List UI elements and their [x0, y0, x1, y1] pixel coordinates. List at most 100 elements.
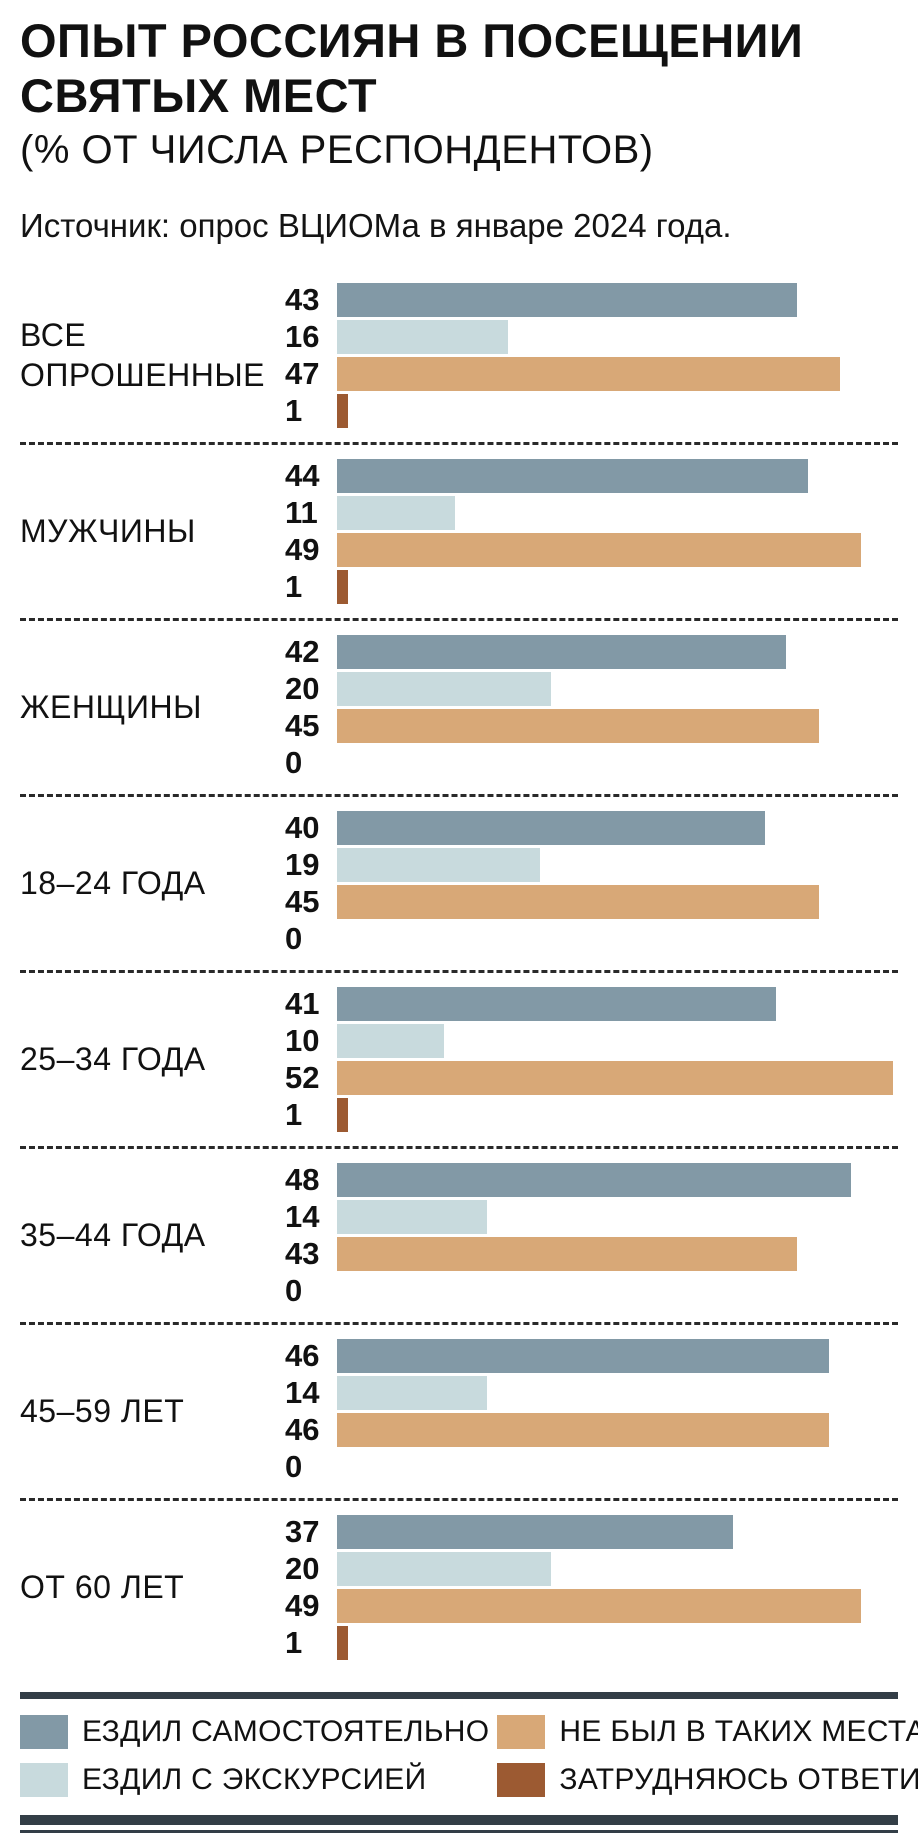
bar-row: 37 — [285, 1513, 898, 1550]
legend-swatch — [20, 1763, 68, 1798]
category-group: 25–34 ГОДА 41 10 52 1 — [20, 970, 898, 1146]
bar-row: 1 — [285, 1624, 898, 1661]
bar — [337, 1375, 487, 1410]
value-label: 11 — [285, 494, 318, 530]
bar — [337, 1338, 830, 1373]
bar — [337, 1514, 733, 1549]
value-label: 46 — [285, 1337, 320, 1373]
bars-block: 40 19 45 0 — [285, 809, 898, 957]
bar — [337, 495, 455, 530]
bars-block: 46 14 46 0 — [285, 1337, 898, 1485]
bar — [337, 708, 819, 743]
bar — [337, 393, 348, 428]
bar — [337, 1199, 487, 1234]
category-label: ЖЕНЩИНЫ — [20, 689, 202, 726]
category-label: 45–59 ЛЕТ — [20, 1393, 185, 1430]
bars-block: 42 20 45 0 — [285, 633, 898, 781]
bar — [337, 319, 509, 354]
value-label: 49 — [285, 531, 320, 567]
bar-row: 40 — [285, 809, 898, 846]
value-label: 1 — [285, 392, 303, 428]
value-label: 46 — [285, 1411, 320, 1447]
bars-block: 44 11 49 1 — [285, 457, 898, 605]
chart-subtitle: (% ОТ ЧИСЛА РЕСПОНДЕНТОВ) — [20, 128, 654, 173]
legend: ЕЗДИЛ САМОСТОЯТЕЛЬНО НЕ БЫЛ В ТАКИХ МЕСТА… — [20, 1692, 918, 1834]
category-group: 45–59 ЛЕТ 46 14 46 0 — [20, 1322, 898, 1498]
category-group: 18–24 ГОДА 40 19 45 0 — [20, 794, 898, 970]
bar-row: 45 — [285, 707, 898, 744]
bars-block: 48 14 43 0 — [285, 1161, 898, 1309]
category-label: ВСЕ ОПРОШЕННЫЕ — [20, 317, 265, 394]
value-label: 20 — [285, 670, 320, 706]
chart-title: ОПЫТ РОССИЯН В ПОСЕЩЕНИИ СВЯТЫХ МЕСТ — [20, 14, 898, 123]
bar — [337, 634, 787, 669]
value-label: 42 — [285, 633, 320, 669]
value-label: 0 — [285, 920, 303, 956]
value-label: 0 — [285, 744, 303, 780]
value-label: 14 — [285, 1374, 320, 1410]
bar-chart: ВСЕ ОПРОШЕННЫЕ 43 16 47 1 МУЖЧИНЫ 44 11 49 1 ЖЕНЩИ… — [20, 269, 898, 1674]
bar — [337, 671, 551, 706]
bar-row: 1 — [285, 568, 898, 605]
bar — [337, 847, 541, 882]
bar-row: 10 — [285, 1022, 898, 1059]
value-label: 43 — [285, 281, 320, 317]
legend-swatch — [497, 1763, 546, 1798]
bar-row: 45 — [285, 883, 898, 920]
bar-row: 41 — [285, 985, 898, 1022]
bar — [337, 1023, 444, 1058]
bar — [337, 1097, 348, 1132]
value-label: 41 — [285, 985, 320, 1021]
legend-item: НЕ БЫЛ В ТАКИХ МЕСТАХ — [497, 1715, 918, 1750]
category-label: МУЖЧИНЫ — [20, 513, 196, 550]
bar — [337, 810, 765, 845]
bar-row: 14 — [285, 1198, 898, 1235]
bar — [337, 458, 808, 493]
bars-block: 37 20 49 1 — [285, 1513, 898, 1661]
bar — [337, 1162, 851, 1197]
bar-row: 16 — [285, 318, 898, 355]
category-group: 35–44 ГОДА 48 14 43 0 — [20, 1146, 898, 1322]
bar-row: 19 — [285, 846, 898, 883]
legend-item: ЕЗДИЛ САМОСТОЯТЕЛЬНО — [20, 1715, 490, 1750]
bar-row: 49 — [285, 531, 898, 568]
value-label: 48 — [285, 1161, 320, 1197]
value-label: 14 — [285, 1198, 320, 1234]
bar-row: 46 — [285, 1337, 898, 1374]
bar-row: 20 — [285, 670, 898, 707]
bars-block: 43 16 47 1 — [285, 281, 898, 429]
category-group: ОТ 60 ЛЕТ 37 20 49 1 — [20, 1498, 898, 1674]
bar — [337, 569, 348, 604]
value-label: 44 — [285, 457, 320, 493]
bar-row: 52 — [285, 1059, 898, 1096]
legend-grid: ЕЗДИЛ САМОСТОЯТЕЛЬНО НЕ БЫЛ В ТАКИХ МЕСТА… — [20, 1715, 918, 1798]
value-label: 20 — [285, 1550, 320, 1586]
value-label: 45 — [285, 883, 320, 919]
value-label: 40 — [285, 809, 320, 845]
bar — [337, 356, 840, 391]
bar-row: 46 — [285, 1411, 898, 1448]
value-label: 16 — [285, 318, 320, 354]
bar — [337, 1236, 798, 1271]
legend-label: ЕЗДИЛ САМОСТОЯТЕЛЬНО — [82, 1715, 490, 1749]
value-label: 1 — [285, 1096, 303, 1132]
bar-row: 44 — [285, 457, 898, 494]
bar-row: 49 — [285, 1587, 898, 1624]
category-group: ВСЕ ОПРОШЕННЫЕ 43 16 47 1 — [20, 269, 898, 442]
chart-title-line2: СВЯТЫХ МЕСТ — [20, 68, 378, 122]
bar-row: 1 — [285, 1096, 898, 1133]
category-label: 18–24 ГОДА — [20, 865, 206, 902]
bar-row: 0 — [285, 1448, 898, 1485]
legend-swatch — [497, 1715, 546, 1750]
value-label: 19 — [285, 846, 320, 882]
legend-label: ЕЗДИЛ С ЭКСКУРСИЕЙ — [82, 1763, 427, 1797]
bar-row: 47 — [285, 355, 898, 392]
value-label: 1 — [285, 1624, 303, 1660]
value-label: 49 — [285, 1587, 320, 1623]
legend-label: НЕ БЫЛ В ТАКИХ МЕСТАХ — [559, 1715, 918, 1749]
bar-row: 20 — [285, 1550, 898, 1587]
bar-row: 48 — [285, 1161, 898, 1198]
chart-title-line1: ОПЫТ РОССИЯН В ПОСЕЩЕНИИ — [20, 14, 804, 67]
value-label: 52 — [285, 1059, 320, 1095]
category-group: ЖЕНЩИНЫ 42 20 45 0 — [20, 618, 898, 794]
